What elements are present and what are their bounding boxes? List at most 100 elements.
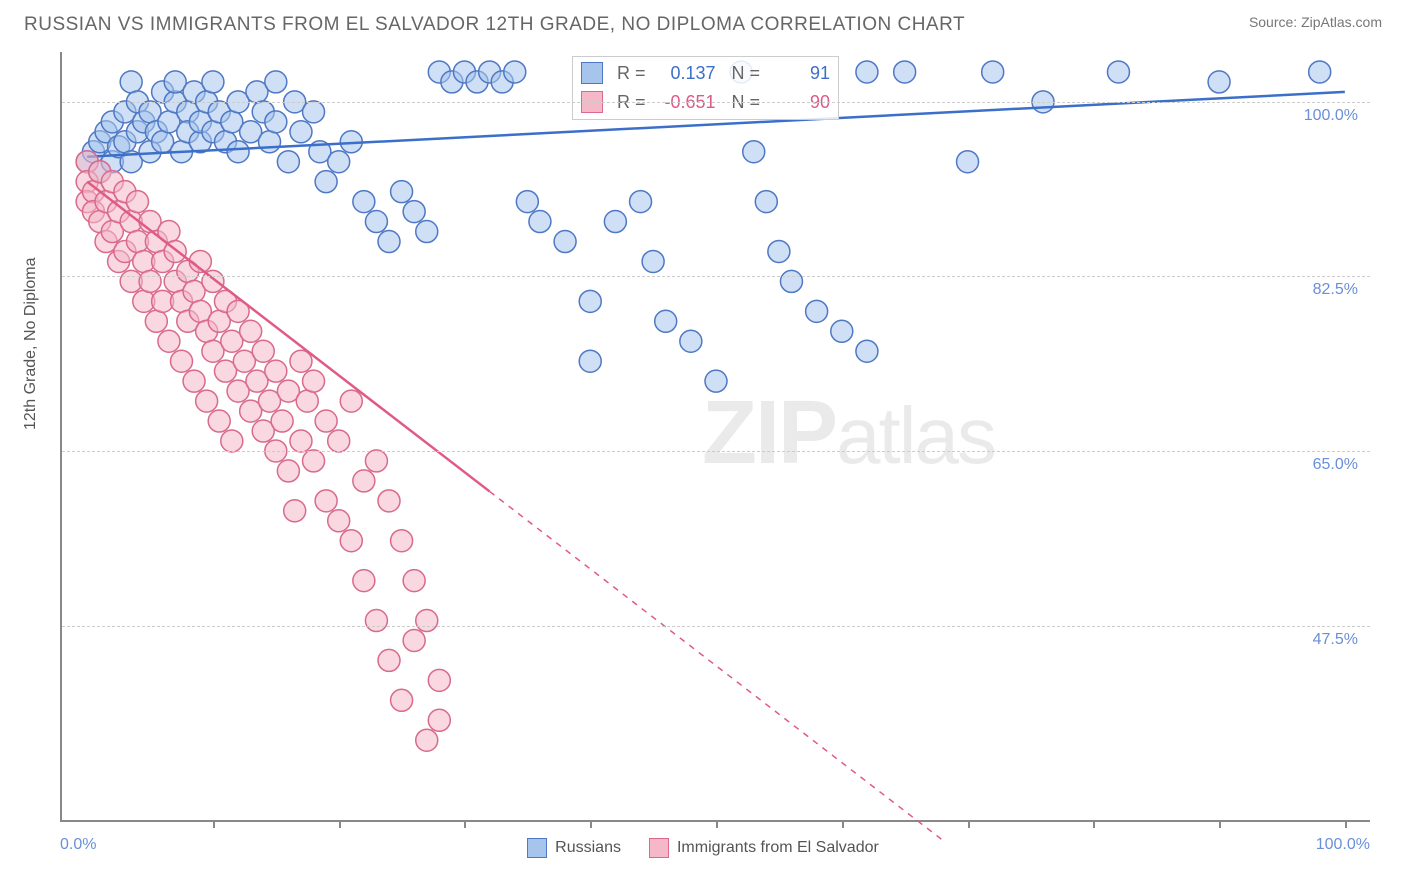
- data-point: [208, 410, 230, 432]
- y-axis-label: 12th Grade, No Diploma: [22, 257, 40, 430]
- data-point: [353, 470, 375, 492]
- data-point: [516, 191, 538, 213]
- data-point: [365, 211, 387, 233]
- data-point: [554, 231, 576, 253]
- data-point: [957, 151, 979, 173]
- data-point: [780, 270, 802, 292]
- data-point: [403, 629, 425, 651]
- data-point: [680, 330, 702, 352]
- gridline: [62, 276, 1370, 277]
- data-point: [120, 71, 142, 93]
- data-point: [265, 360, 287, 382]
- x-tick: [213, 820, 215, 828]
- data-point: [705, 370, 727, 392]
- data-point: [642, 250, 664, 272]
- data-point: [403, 201, 425, 223]
- data-point: [630, 191, 652, 213]
- data-point: [529, 211, 551, 233]
- stat-value-r: 0.137: [652, 59, 716, 88]
- data-point: [315, 171, 337, 193]
- data-point: [340, 530, 362, 552]
- data-point: [227, 141, 249, 163]
- y-tick-label: 47.5%: [1313, 631, 1358, 649]
- data-point: [277, 460, 299, 482]
- data-point: [328, 510, 350, 532]
- legend-swatch: [581, 62, 603, 84]
- data-point: [856, 61, 878, 83]
- data-point: [894, 61, 916, 83]
- data-point: [202, 71, 224, 93]
- data-point: [196, 390, 218, 412]
- data-point: [158, 330, 180, 352]
- data-point: [856, 340, 878, 362]
- data-point: [315, 490, 337, 512]
- legend-item: Immigrants from El Salvador: [649, 838, 879, 858]
- data-point: [831, 320, 853, 342]
- legend-swatch: [527, 838, 547, 858]
- data-point: [296, 390, 318, 412]
- data-point: [428, 709, 450, 731]
- y-tick-label: 65.0%: [1313, 456, 1358, 474]
- trend-line-dashed: [490, 491, 943, 840]
- chart-title: RUSSIAN VS IMMIGRANTS FROM EL SALVADOR 1…: [24, 14, 965, 36]
- data-point: [806, 300, 828, 322]
- data-point: [604, 211, 626, 233]
- data-point: [655, 310, 677, 332]
- data-point: [259, 131, 281, 153]
- x-tick: [590, 820, 592, 828]
- y-tick-label: 82.5%: [1313, 281, 1358, 299]
- plot-area: ZIPatlas R =0.137 N =91R =-0.651 N =90 1…: [60, 52, 1370, 822]
- data-point: [1309, 61, 1331, 83]
- data-point: [365, 610, 387, 632]
- data-point: [290, 121, 312, 143]
- legend-swatch: [649, 838, 669, 858]
- data-point: [303, 370, 325, 392]
- data-point: [743, 141, 765, 163]
- data-point: [170, 350, 192, 372]
- stat-label-r: R =: [617, 59, 646, 88]
- gridline: [62, 451, 1370, 452]
- data-point: [303, 101, 325, 123]
- data-point: [579, 350, 601, 372]
- data-point: [265, 111, 287, 133]
- data-point: [183, 370, 205, 392]
- scatter-svg: [62, 52, 1370, 820]
- data-point: [982, 61, 1004, 83]
- data-point: [416, 610, 438, 632]
- gridline: [62, 626, 1370, 627]
- data-point: [277, 151, 299, 173]
- data-point: [378, 231, 400, 253]
- data-point: [579, 290, 601, 312]
- data-point: [265, 71, 287, 93]
- data-point: [768, 240, 790, 262]
- data-point: [353, 570, 375, 592]
- data-point: [290, 430, 312, 452]
- legend-label: Immigrants from El Salvador: [677, 839, 879, 857]
- data-point: [416, 221, 438, 243]
- x-tick: [1345, 820, 1347, 828]
- data-point: [328, 151, 350, 173]
- legend-label: Russians: [555, 839, 621, 857]
- data-point: [221, 430, 243, 452]
- stats-legend-box: R =0.137 N =91R =-0.651 N =90: [572, 56, 839, 120]
- stat-value-n: 91: [766, 59, 830, 88]
- source-label: Source: ZipAtlas.com: [1249, 14, 1382, 30]
- data-point: [240, 320, 262, 342]
- x-tick: [1093, 820, 1095, 828]
- data-point: [353, 191, 375, 213]
- data-point: [303, 450, 325, 472]
- x-tick: [716, 820, 718, 828]
- x-tick: [339, 820, 341, 828]
- legend-item: Russians: [527, 838, 621, 858]
- data-point: [403, 570, 425, 592]
- legend-bottom: Russians Immigrants from El Salvador: [0, 838, 1406, 863]
- x-tick: [1219, 820, 1221, 828]
- x-tick: [464, 820, 466, 828]
- data-point: [391, 530, 413, 552]
- data-point: [1107, 61, 1129, 83]
- data-point: [271, 410, 293, 432]
- data-point: [365, 450, 387, 472]
- data-point: [378, 490, 400, 512]
- data-point: [145, 310, 167, 332]
- y-tick-label: 100.0%: [1304, 107, 1358, 125]
